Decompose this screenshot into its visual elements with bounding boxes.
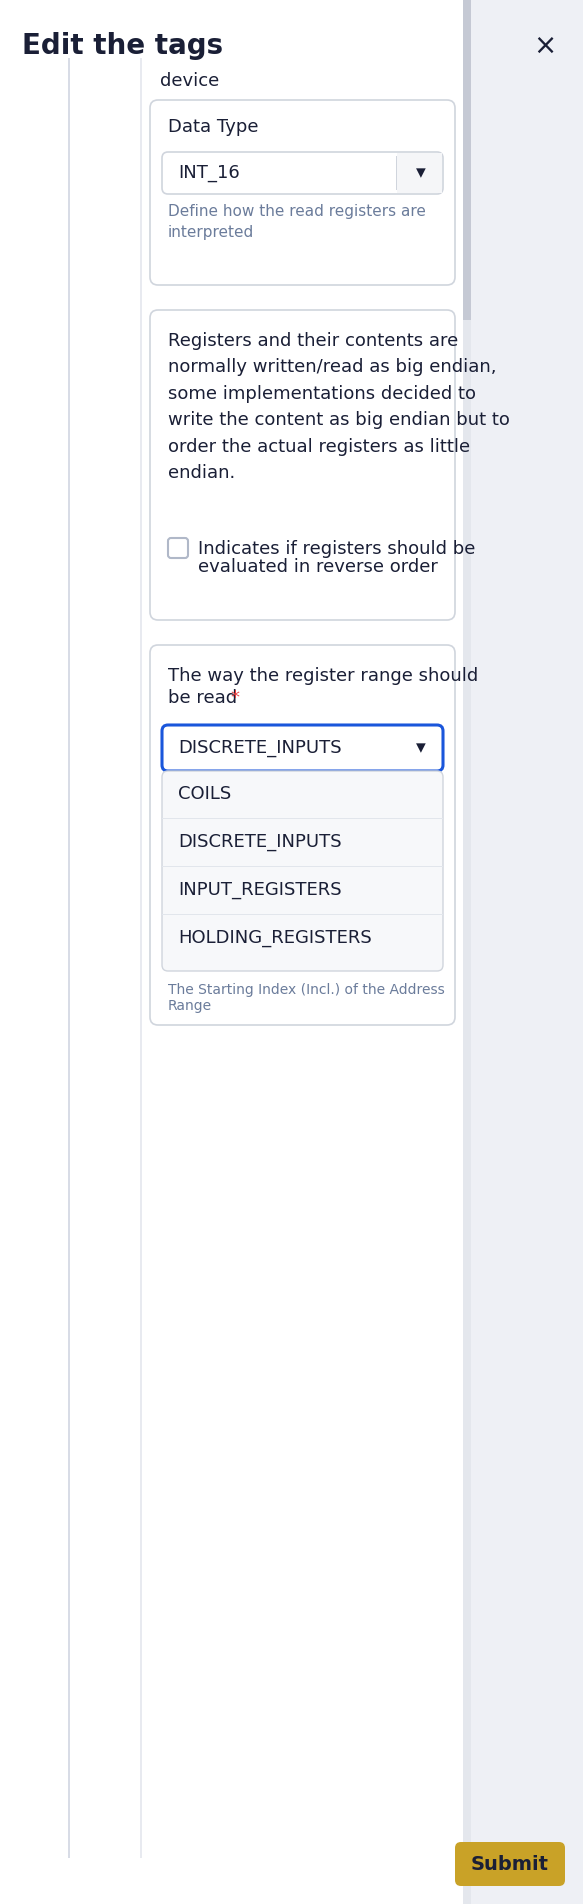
FancyBboxPatch shape	[162, 771, 443, 971]
FancyBboxPatch shape	[162, 152, 443, 194]
Text: DISCRETE_INPUTS: DISCRETE_INPUTS	[178, 834, 342, 851]
Text: ▾: ▾	[416, 739, 426, 758]
Text: *: *	[230, 689, 239, 706]
Text: The way the register range should: The way the register range should	[168, 666, 478, 685]
Text: evaluated in reverse order: evaluated in reverse order	[198, 558, 438, 577]
Bar	[463, 0, 471, 1904]
Text: ×: ×	[533, 32, 556, 61]
Bar	[0, 0, 470, 1904]
Text: ▾: ▾	[416, 164, 426, 183]
Text: The Starting Index (Incl.) of the Address: The Starting Index (Incl.) of the Addres…	[168, 982, 445, 998]
Text: HOLDING_REGISTERS: HOLDING_REGISTERS	[178, 929, 372, 946]
Bar	[397, 152, 442, 192]
Text: DISCRETE_INPUTS: DISCRETE_INPUTS	[178, 739, 342, 758]
Bar	[471, 0, 583, 1904]
FancyBboxPatch shape	[150, 645, 455, 1024]
Text: INT_16: INT_16	[178, 164, 240, 183]
Text: be read: be read	[168, 689, 243, 706]
Text: Range: Range	[168, 1000, 212, 1013]
Bar	[396, 156, 397, 190]
FancyBboxPatch shape	[168, 539, 188, 558]
Text: Indicates if registers should be: Indicates if registers should be	[198, 541, 475, 558]
Bar	[463, 0, 471, 320]
FancyBboxPatch shape	[150, 101, 455, 286]
Text: Data Type: Data Type	[168, 118, 258, 135]
FancyBboxPatch shape	[162, 725, 443, 771]
Text: device: device	[160, 72, 219, 89]
Text: COILS: COILS	[178, 784, 231, 803]
Text: Submit: Submit	[471, 1854, 549, 1874]
Text: Registers and their contents are
normally written/read as big endian,
some imple: Registers and their contents are normall…	[168, 331, 510, 482]
Text: INPUT_REGISTERS: INPUT_REGISTERS	[178, 882, 342, 899]
Text: Edit the tags: Edit the tags	[22, 32, 223, 61]
Text: Define how the read registers are
interpreted: Define how the read registers are interp…	[168, 204, 426, 240]
Bar	[140, 57, 142, 1858]
FancyBboxPatch shape	[455, 1841, 565, 1887]
Bar	[68, 57, 70, 1858]
FancyBboxPatch shape	[150, 310, 455, 621]
